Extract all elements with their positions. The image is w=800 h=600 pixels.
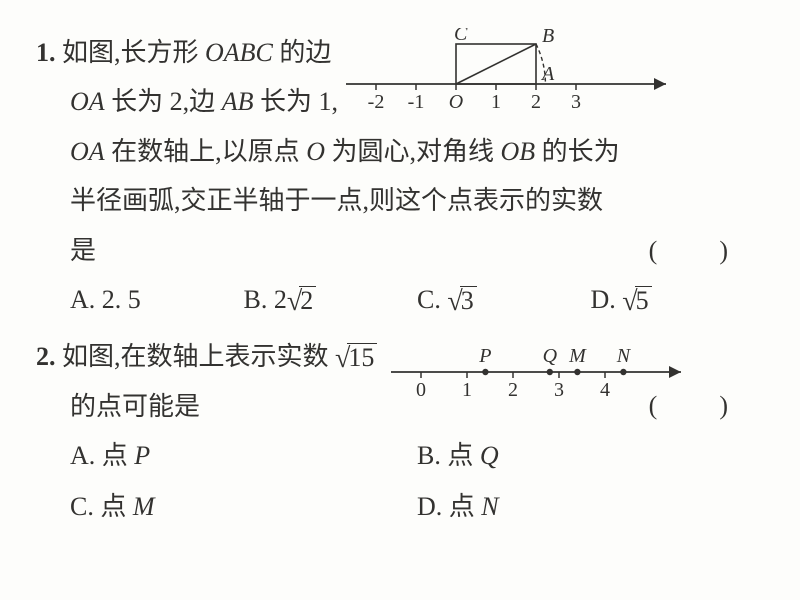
- q2-text-top: 2. 如图,在数轴上表示实数 √15 的点可能是: [36, 332, 377, 431]
- svg-text:4: 4: [600, 379, 610, 401]
- q2-number: 2.: [36, 342, 56, 371]
- svg-text:2: 2: [508, 379, 518, 401]
- svg-text:N: N: [616, 345, 632, 367]
- problem-2: 2. 如图,在数轴上表示实数 √15 的点可能是 01234PQMN ( ) A…: [36, 332, 764, 533]
- svg-text:1: 1: [462, 379, 472, 401]
- q1-text-top: 1. 如图,长方形 OABC 的边 OA 长为 2,边 AB 长为 1,: [36, 28, 338, 127]
- sqrt-icon: √15: [335, 343, 377, 373]
- svg-text:-2: -2: [368, 91, 385, 113]
- q1-line1: 1. 如图,长方形 OABC 的边: [36, 28, 338, 77]
- svg-text:Q: Q: [543, 345, 558, 367]
- q1-choice-b: B. 2√2: [244, 275, 418, 324]
- svg-text:B: B: [542, 28, 554, 47]
- q1-number: 1.: [36, 38, 56, 67]
- problem-1: 1. 如图,长方形 OABC 的边 OA 长为 2,边 AB 长为 1, -2-…: [36, 28, 764, 324]
- q2-figure: 0 1 2 3 4 P QM N: [381, 332, 701, 404]
- svg-text:2: 2: [531, 91, 541, 113]
- q1-choice-c: C. √3: [417, 275, 591, 324]
- q1-choices: A. 2. 5 B. 2√2 C. √3 D. √5: [36, 275, 764, 324]
- q1-line3: OA 在数轴上,以原点 O 为圆心,对角线 OB 的长为: [36, 127, 764, 176]
- q2-choice-c: C. 点 M: [70, 482, 417, 531]
- sqrt-icon: √2: [287, 286, 316, 316]
- q1-choice-d: D. √5: [591, 275, 765, 324]
- svg-text:C: C: [454, 28, 468, 45]
- q2-choice-b: B. 点 Q: [417, 431, 764, 480]
- q2-line2: 的点可能是: [36, 382, 377, 431]
- q1-line2: OA 长为 2,边 AB 长为 1,: [36, 77, 338, 126]
- svg-text:A: A: [540, 63, 555, 85]
- svg-text:0: 0: [416, 379, 426, 401]
- q2-choices: A. 点 P B. 点 Q C. 点 M D. 点 N: [36, 431, 764, 534]
- svg-text:M: M: [568, 345, 587, 367]
- q2-line1: 2. 如图,在数轴上表示实数 √15: [36, 332, 377, 381]
- q1-line4: 半径画弧,交正半轴于一点,则这个点表示的实数: [36, 176, 764, 225]
- svg-text:3: 3: [571, 91, 581, 113]
- q1-figure: -2 -1 O 1 2 3 C BA: [346, 28, 676, 120]
- q1-paren: ( ): [649, 226, 746, 275]
- q2-choice-a: A. 点 P: [70, 431, 417, 480]
- svg-text:-1: -1: [408, 91, 425, 113]
- svg-text:P: P: [479, 345, 492, 367]
- svg-text:3: 3: [554, 379, 564, 401]
- svg-text:O: O: [449, 91, 463, 113]
- svg-text:1: 1: [491, 91, 501, 113]
- sqrt-icon: √3: [447, 286, 476, 316]
- sqrt-icon: √5: [622, 286, 651, 316]
- q2-choice-d: D. 点 N: [417, 482, 764, 531]
- q1-line5: 是 ( ): [36, 226, 764, 275]
- q1-svg: -2 -1 O 1 2 3 C BA: [346, 28, 676, 120]
- q2-svg: 0 1 2 3 4 P QM N: [381, 332, 701, 404]
- q1-row1: 1. 如图,长方形 OABC 的边 OA 长为 2,边 AB 长为 1, -2-…: [36, 28, 764, 127]
- q1-choice-a: A. 2. 5: [70, 275, 244, 324]
